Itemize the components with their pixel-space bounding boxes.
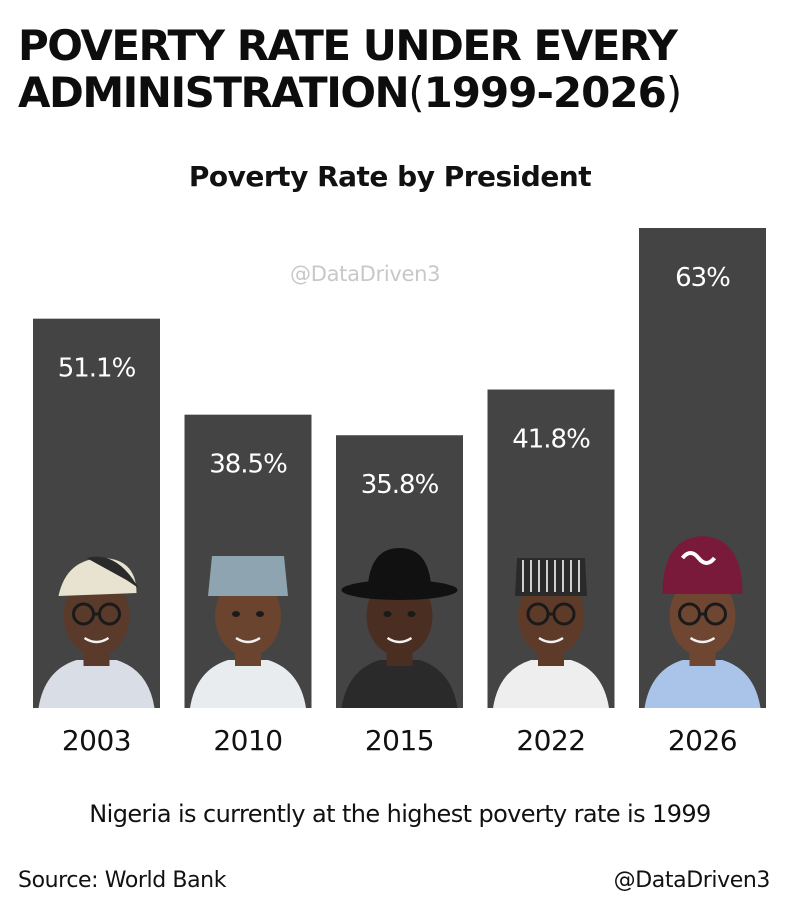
x-tick-label-2022: 2022 [516,724,585,757]
data-label-2015: 35.8% [361,470,439,500]
watermark: @DataDriven3 [290,262,441,286]
president-2022-portrait [493,558,609,708]
main-title-years: (1999-2026) [408,68,682,117]
close-paren: ) [665,68,682,117]
data-label-2010: 38.5% [209,450,287,480]
title-years: 1999-2026 [423,68,667,117]
main-title-line1: POVERTY RATE UNDER EVERY [18,21,678,70]
data-label-2026: 63% [675,263,730,293]
main-title-line2: ADMINISTRATION [18,68,410,117]
x-tick-label-2003: 2003 [62,724,131,757]
bar-chart: 51.1% 2003 38.5% 2010 35.8% 2015 41.8% 2022 63% 2… [33,228,766,757]
main-title: POVERTY RATE UNDER EVERY ADMINISTRATION(… [18,22,788,116]
x-tick-label-2026: 2026 [668,724,737,757]
chart-title: Poverty Rate by President [188,160,592,193]
president-2003-portrait [38,556,155,708]
data-label-2022: 41.8% [512,425,590,455]
author-handle: @DataDriven3 [613,868,771,893]
x-tick-label-2015: 2015 [365,724,434,757]
x-tick-label-2010: 2010 [213,724,282,757]
president-2015-portrait [341,548,458,708]
data-label-2003: 51.1% [58,354,136,384]
caption: Nigeria is currently at the highest pove… [89,800,711,828]
president-2026-portrait [644,536,761,708]
president-2010-portrait [190,556,306,708]
source-note: Source: World Bank [18,868,227,893]
open-paren: ( [408,68,424,117]
